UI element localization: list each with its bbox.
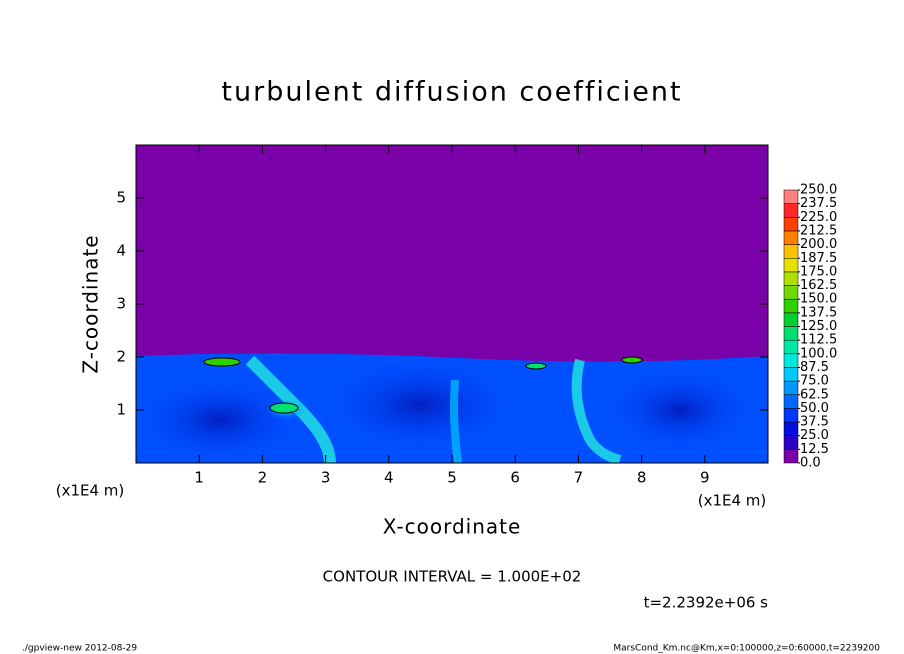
colorbar-label: 0.0 [800, 456, 821, 471]
chart-title: turbulent diffusion coefficient [221, 77, 682, 108]
colorbar-segment [783, 244, 799, 259]
field-plume [571, 358, 622, 463]
colorbar-label: 125.0 [800, 319, 837, 334]
colorbar-label: 62.5 [800, 387, 829, 402]
contour-blob [621, 356, 643, 364]
colorbar-label: 37.5 [800, 415, 829, 430]
contour-blob [525, 362, 547, 370]
field-swirl [330, 360, 510, 450]
colorbar-segment [783, 421, 799, 436]
colorbar-segment [783, 394, 799, 409]
field-plume [450, 379, 462, 463]
field-swirl [610, 370, 750, 450]
colorbar-segment [783, 449, 799, 464]
colorbar-label: 200.0 [800, 237, 837, 252]
colorbar-label: 50.0 [800, 401, 829, 416]
colorbar-segment [783, 298, 799, 314]
y-tick-label: 5 [116, 189, 126, 207]
colorbar-label: 237.5 [800, 196, 837, 211]
colorbar-label: 212.5 [800, 223, 837, 238]
colorbar-segment [783, 408, 799, 423]
contour-blob [203, 357, 241, 367]
y-unit: (x1E4 m) [56, 482, 125, 500]
field-swirl [140, 380, 300, 460]
colorbar-label: 162.5 [800, 278, 837, 293]
colorbar-segment [783, 380, 799, 396]
colorbar-label: 250.0 [800, 183, 837, 198]
x-tick-label: 6 [510, 469, 520, 487]
y-axis-label: Z-coordinate [79, 234, 103, 373]
colorbar-label: 137.5 [800, 305, 837, 320]
colorbar-segment [783, 189, 799, 204]
x-tick-label: 4 [384, 469, 394, 487]
y-tick-label: 1 [116, 401, 126, 419]
colorbar-segment [783, 353, 799, 368]
y-tick-label: 2 [116, 348, 126, 366]
colorbar-segment [783, 285, 799, 300]
colorbar-segment [783, 339, 799, 355]
colorbar-label: 100.0 [800, 346, 837, 361]
colorbar-label: 175.0 [800, 264, 837, 279]
contour-blob [269, 402, 299, 414]
colorbar-label: 150.0 [800, 292, 837, 307]
footer-right: MarsCond_Km.nc@Km,x=0:100000,z=0:60000,t… [613, 644, 880, 654]
x-tick-label: 9 [700, 469, 710, 487]
colorbar-label: 112.5 [800, 333, 837, 348]
field [136, 145, 768, 463]
footer-left: ./gpview-new 2012-08-29 [22, 644, 137, 654]
x-tick-label: 1 [194, 469, 204, 487]
x-tick-label: 5 [447, 469, 457, 487]
colorbar-label: 87.5 [800, 360, 829, 375]
contour-interval: CONTOUR INTERVAL = 1.000E+02 [323, 568, 582, 586]
colorbar-label: 25.0 [800, 428, 829, 443]
x-tick-label: 3 [321, 469, 331, 487]
colorbar-label: 12.5 [800, 442, 829, 457]
colorbar-label: 225.0 [800, 210, 837, 225]
y-tick-label: 4 [116, 242, 126, 260]
x-axis-label: X-coordinate [383, 515, 522, 539]
y-tick-label: 3 [116, 295, 126, 313]
colorbar-segment [783, 435, 799, 450]
colorbar-segment [783, 217, 799, 232]
colorbar-segment [783, 203, 799, 218]
x-unit: (x1E4 m) [698, 492, 767, 510]
colorbar-segment [783, 271, 799, 286]
colorbar-label: 187.5 [800, 251, 837, 266]
colorbar-segment [783, 326, 799, 341]
colorbar-segment [783, 367, 799, 382]
colorbar-segment [783, 312, 799, 327]
colorbar-segment [783, 230, 799, 245]
x-tick-label: 2 [258, 469, 268, 487]
colorbar-label: 75.0 [800, 374, 829, 389]
colorbar-segment [783, 258, 799, 273]
x-tick-label: 8 [637, 469, 647, 487]
x-tick-label: 7 [574, 469, 584, 487]
time-label: t=2.2392e+06 s [644, 594, 769, 612]
